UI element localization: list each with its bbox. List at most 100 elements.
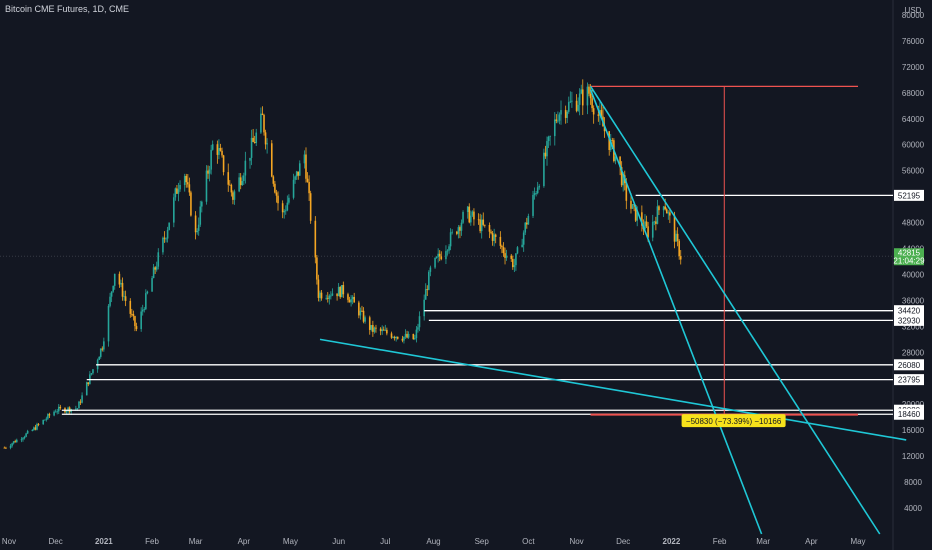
candle-body (359, 310, 362, 316)
candle-body (110, 291, 113, 297)
candle-body (653, 221, 656, 223)
y-tick-label: 60000 (902, 141, 925, 150)
candle-body (470, 215, 472, 223)
candle-body (75, 408, 77, 410)
candle-body (435, 256, 438, 258)
candle-body (644, 221, 646, 230)
y-tick-label: 80000 (902, 11, 925, 20)
candle-body (622, 175, 625, 186)
candle-body (578, 93, 581, 105)
candle-body (504, 253, 506, 258)
x-tick-label: Mar (189, 537, 203, 546)
candle-body (429, 267, 432, 272)
x-tick-label: Nov (569, 537, 583, 546)
candle-body (20, 439, 23, 441)
candle-body (575, 100, 578, 111)
candle-body (283, 211, 286, 213)
candle-body (121, 282, 124, 297)
x-tick-label: Apr (805, 537, 818, 546)
candle-body (134, 316, 136, 327)
x-tick-label: Nov (2, 537, 16, 546)
candle-body (261, 113, 264, 116)
candle-body (31, 429, 34, 431)
candle-body (221, 150, 223, 156)
candle-body (546, 141, 548, 157)
level-label-box (894, 408, 924, 420)
candle-body (456, 231, 458, 234)
trend-line[interactable] (319, 338, 907, 441)
candle-body (205, 170, 208, 202)
candle-body (532, 194, 534, 216)
candle-body (305, 154, 307, 179)
candle-body (558, 114, 561, 121)
candle-body (81, 395, 83, 403)
candle-body (656, 206, 659, 224)
candle-body (177, 189, 180, 194)
y-tick-label: 64000 (902, 115, 925, 124)
candle-body (201, 201, 203, 207)
candle-body (549, 136, 551, 137)
level-label: 34420 (898, 307, 921, 316)
candle-body (25, 433, 27, 437)
candle-body (600, 110, 603, 117)
candle-body (78, 401, 80, 409)
candle-body (342, 285, 345, 295)
candle-body (591, 98, 593, 109)
candle-body (566, 111, 569, 118)
candle-body (553, 119, 556, 137)
candle-body (266, 143, 268, 145)
candle-body (658, 206, 660, 211)
candle-body (664, 206, 666, 210)
candle-body (382, 329, 385, 331)
trend-line[interactable] (589, 89, 763, 535)
candle-body (238, 177, 240, 192)
candle-body (90, 373, 93, 375)
candle-body (112, 285, 114, 292)
candle-body (168, 222, 170, 230)
candle-body (219, 148, 222, 151)
candle-body (155, 266, 158, 270)
candle-body (330, 295, 332, 297)
candle-body (538, 186, 541, 188)
candle-body (340, 285, 343, 298)
candle-body (580, 89, 583, 94)
candle-body (675, 233, 677, 242)
candle-body (275, 192, 278, 196)
candle-body (37, 424, 40, 425)
candle-body (676, 233, 679, 241)
candle-body (216, 144, 219, 155)
candle-body (412, 333, 415, 340)
candle-body (194, 215, 197, 233)
candle-body (502, 247, 505, 254)
candle-body (358, 302, 360, 316)
candle-body (480, 219, 483, 232)
candle-body (264, 132, 267, 145)
candle-body (386, 329, 388, 334)
candle-body (298, 163, 301, 176)
candle-body (395, 336, 397, 339)
candle-body (611, 140, 614, 141)
candle-body (424, 289, 427, 300)
candle-body (45, 418, 48, 420)
candle-body (272, 176, 275, 184)
candle-body (569, 101, 572, 103)
trend-line[interactable] (589, 85, 881, 535)
candle-body (176, 188, 178, 194)
candle-body (317, 279, 320, 298)
x-tick-label: May (850, 537, 865, 546)
y-tick-label: 32000 (902, 322, 925, 331)
candle-body (47, 414, 49, 419)
candle-body (516, 247, 519, 254)
candle-body (368, 317, 371, 330)
candle-body (131, 313, 133, 315)
candle-body (211, 144, 214, 150)
candle-body (625, 183, 628, 201)
candle-body (373, 327, 376, 332)
candle-body (249, 157, 251, 161)
candle-body (242, 175, 245, 182)
candle-body (361, 310, 363, 312)
candle-body (166, 229, 169, 239)
candle-body (351, 296, 354, 300)
y-tick-label: 8000 (904, 478, 922, 487)
